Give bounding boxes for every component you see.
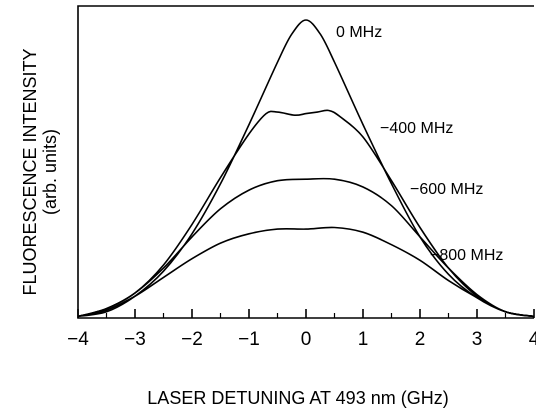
- series-label: 0 MHz: [336, 24, 382, 41]
- series-label: −400 MHz: [380, 120, 453, 137]
- axes: [77, 5, 535, 319]
- y-axis-title: FLUORESCENCE INTENSITY: [20, 48, 40, 295]
- x-tick-label: 0: [301, 329, 312, 350]
- x-tick-label: −3: [124, 329, 146, 350]
- x-tick-labels: −4 −3 −2 −1 0 1 2 3 4: [67, 329, 536, 350]
- x-tick-label: 2: [415, 329, 426, 350]
- x-tick-label: 1: [358, 329, 369, 350]
- series-lines: [77, 19, 535, 318]
- series-line: [77, 19, 535, 318]
- series-line: [77, 226, 535, 318]
- plot-frame: [77, 5, 534, 319]
- y-axis-title-group: FLUORESCENCE INTENSITY (arb. units): [20, 48, 60, 295]
- x-axis-title: LASER DETUNING AT 493 nm (GHz): [147, 388, 448, 408]
- series-labels: 0 MHz −400 MHz −600 MHz −800 MHz: [336, 24, 503, 264]
- series-line: [77, 109, 535, 318]
- series-label: −600 MHz: [410, 181, 483, 198]
- x-tick-label: 3: [472, 329, 483, 350]
- x-tick-label: −4: [67, 329, 89, 350]
- x-tick-label: 4: [529, 329, 536, 350]
- x-tick-label: −1: [238, 329, 260, 350]
- x-tick-label: −2: [181, 329, 203, 350]
- y-axis-units: (arb. units): [40, 129, 60, 215]
- series-label: −800 MHz: [430, 247, 503, 264]
- series-line: [77, 177, 535, 318]
